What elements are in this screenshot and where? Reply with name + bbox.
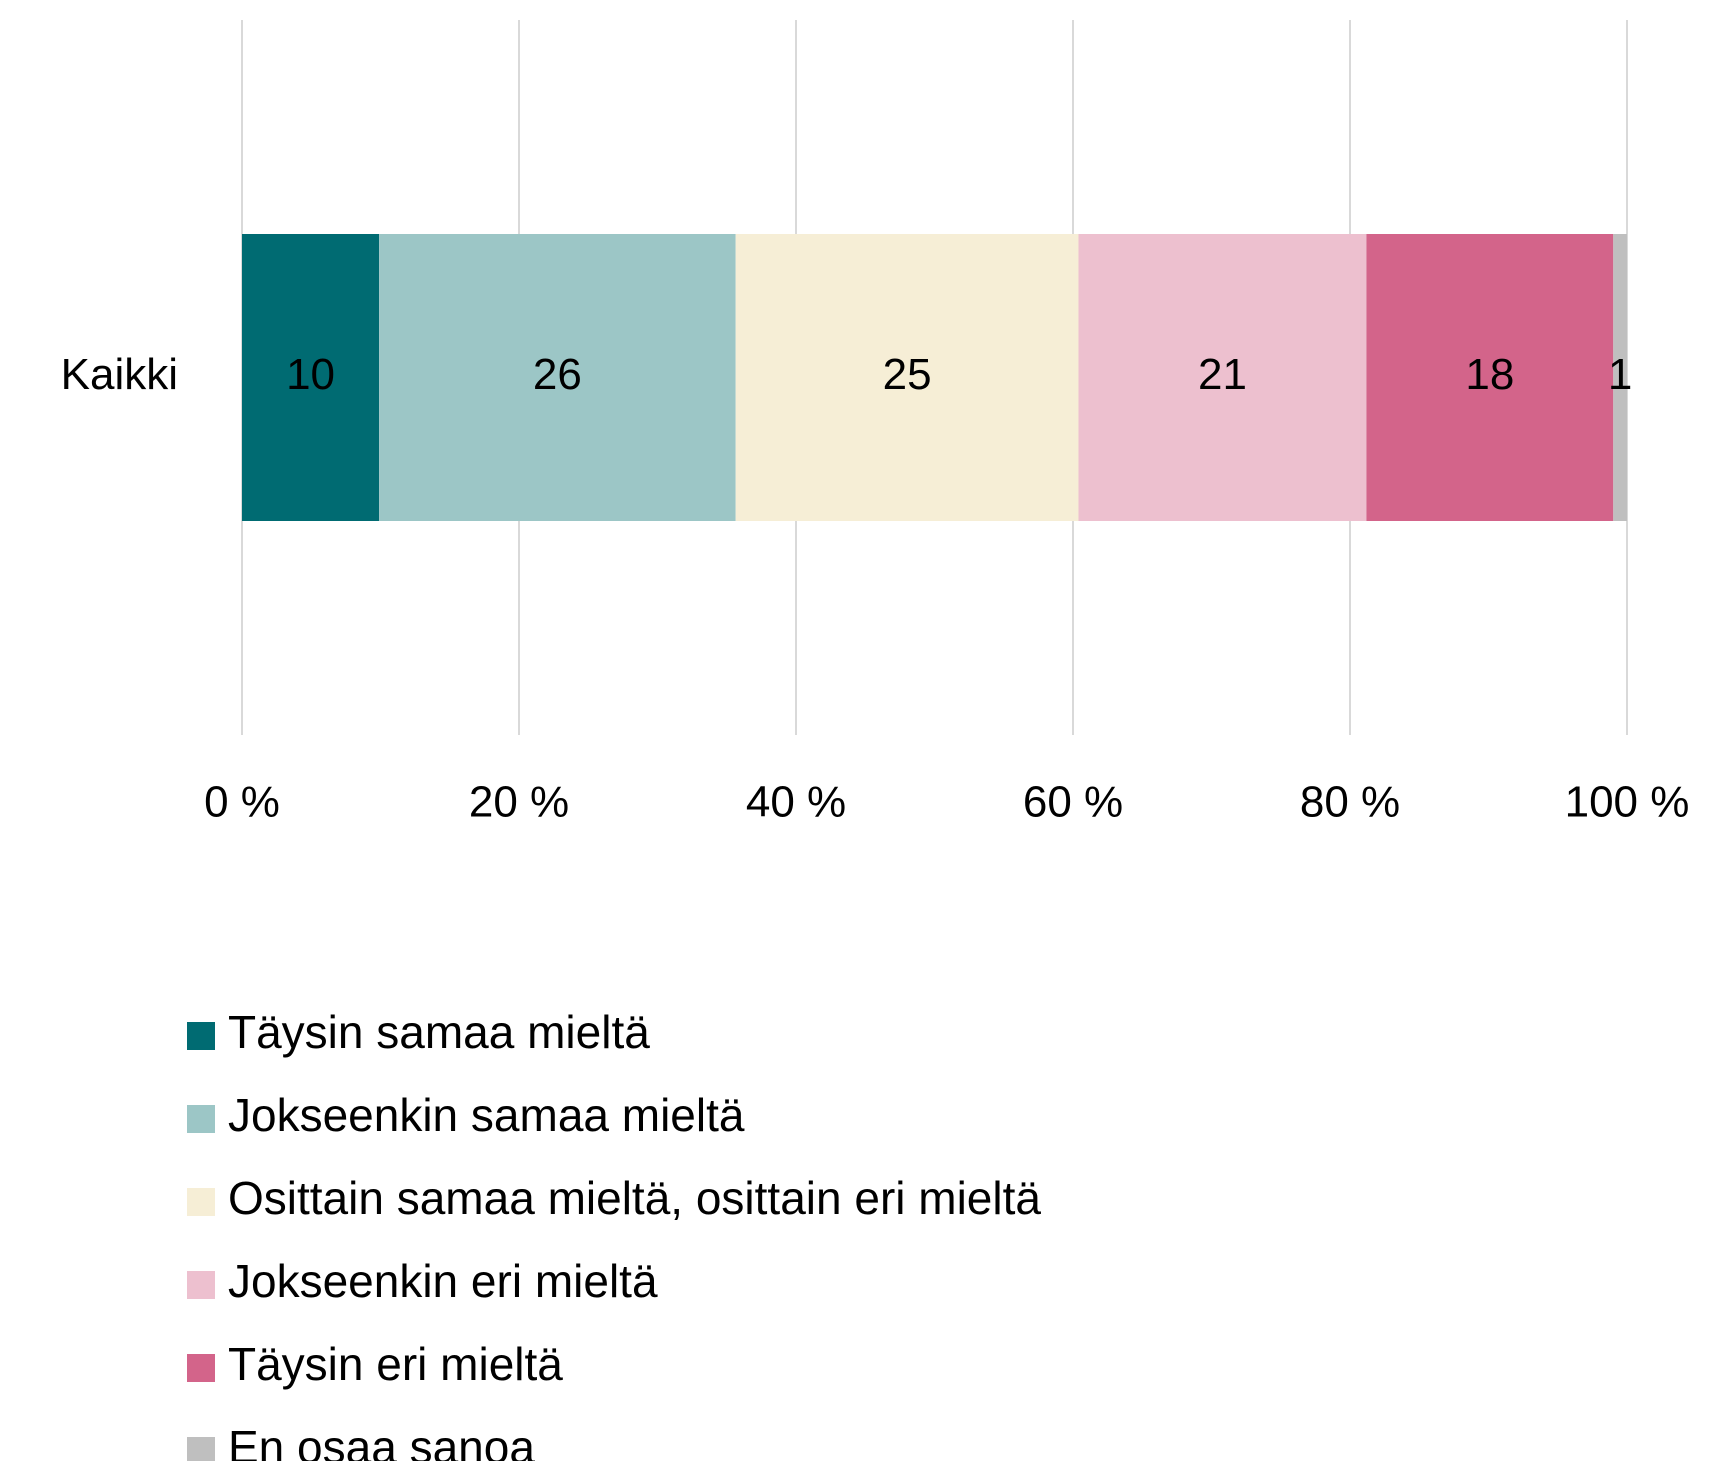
- legend-swatch: [187, 1354, 215, 1382]
- legend-swatch: [187, 1271, 215, 1299]
- data-label: 26: [533, 350, 582, 399]
- x-tick-label: 100 %: [1565, 778, 1690, 827]
- bar-segment: [735, 234, 1079, 521]
- x-tick-label: 0 %: [204, 778, 280, 827]
- legend-swatch: [187, 1105, 215, 1133]
- legend-label: Täysin samaa mieltä: [228, 1006, 650, 1058]
- bar-segment: [242, 234, 380, 521]
- data-label: 10: [286, 350, 335, 399]
- legend-label: En osaa sanoa: [228, 1421, 535, 1461]
- x-tick-label: 40 %: [746, 778, 846, 827]
- bar-segment: [1613, 234, 1627, 521]
- data-label: 21: [1198, 350, 1247, 399]
- bar-segment: [1366, 234, 1614, 521]
- data-label: 25: [883, 350, 932, 399]
- data-label: 1: [1608, 350, 1632, 399]
- x-tick-label: 60 %: [1023, 778, 1123, 827]
- legend-swatch: [187, 1188, 215, 1216]
- x-tick-label: 80 %: [1300, 778, 1400, 827]
- legend-label: Jokseenkin samaa mieltä: [228, 1089, 745, 1141]
- legend-swatch: [187, 1022, 215, 1050]
- legend-label: Täysin eri mieltä: [228, 1338, 563, 1390]
- bar-segment: [1078, 234, 1367, 521]
- bar-segment: [379, 234, 736, 521]
- legend-label: Jokseenkin eri mieltä: [228, 1255, 658, 1307]
- data-label: 18: [1465, 350, 1514, 399]
- legend-swatch: [187, 1437, 215, 1461]
- legend-label: Osittain samaa mieltä, osittain eri miel…: [228, 1172, 1041, 1224]
- x-tick-label: 20 %: [469, 778, 569, 827]
- y-tick-label: Kaikki: [61, 350, 178, 399]
